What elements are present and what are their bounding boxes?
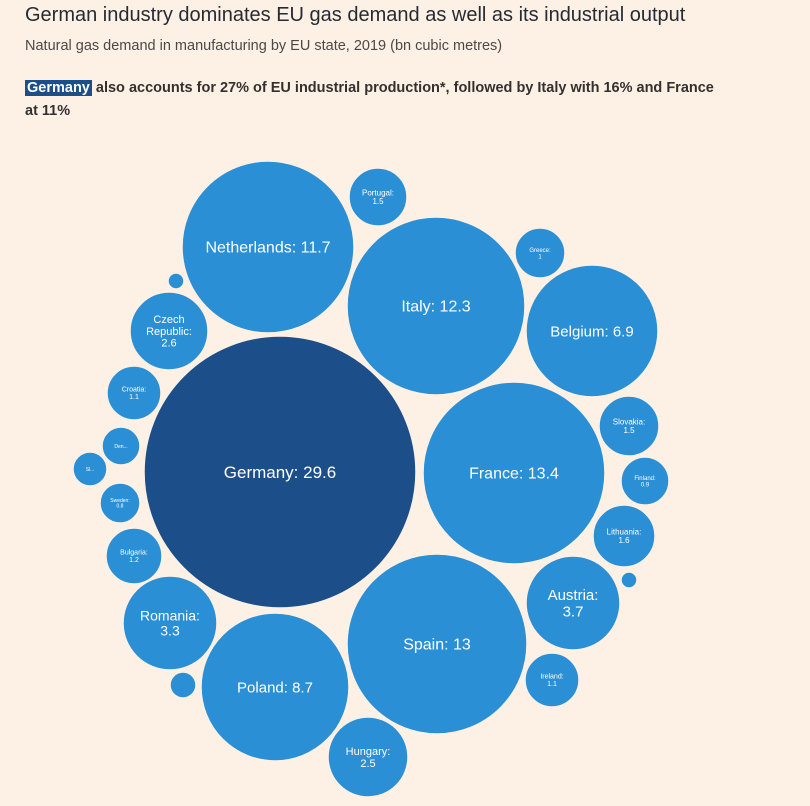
bubble-finland[interactable] [620,456,670,506]
bubble-czech-republic[interactable] [129,291,209,371]
bubble-label-lithuania: Lithuania: 1.6 [607,527,642,545]
chart-annotation: Germany also accounts for 27% of EU indu… [25,77,725,123]
chart-title: German industry dominates EU gas demand … [25,4,686,26]
bubble-label-romania: Romania: 3.3 [140,607,200,638]
bubble-france[interactable] [422,381,606,565]
bubble-unlabelled-2[interactable] [620,571,638,589]
bubble-croatia[interactable] [106,365,162,421]
bubble-label-netherlands: Netherlands: 11.7 [205,240,330,257]
bubble-sweden[interactable] [99,482,141,524]
bubble-italy[interactable] [346,216,526,396]
bubble-belgium[interactable] [525,264,659,398]
chart-subtitle: Natural gas demand in manufacturing by E… [25,38,503,54]
bubble-label-greece: Greece: 1 [529,248,551,260]
bubble-portugal[interactable] [348,167,408,227]
bubble-label-hungary: Hungary: 2.5 [346,746,391,770]
bubble-label-austria: Austria: 3.7 [548,587,599,620]
bubble-label-czech-republic: Czech Republic: 2.6 [146,314,192,350]
bubble-ireland[interactable] [524,652,580,708]
bubble-label-italy: Italy: 12.3 [401,299,470,316]
bubble-spain[interactable] [346,553,528,735]
bubble-label-sweden: Sweden: 0.8 [110,498,129,509]
bubble-label-portugal: Portugal: 1.5 [362,188,394,206]
annotation-text: also accounts for 27% of EU industrial p… [25,80,714,119]
bubble-label-denmark: Den... [114,444,127,450]
bubble-unlabelled-3[interactable] [169,671,197,699]
bubble-bulgaria[interactable] [105,527,163,585]
bubble-label-ireland: Ireland: 1.1 [540,674,563,689]
bubble-denmark[interactable] [101,426,141,466]
bubble-label-spain: Spain: 13 [403,637,471,654]
bubble-label-slovakia: Slovakia: 1.5 [613,417,645,435]
bubble-netherlands[interactable] [181,160,355,334]
bubble-label-germany: Germany: 29.6 [224,463,336,482]
bubble-label-slovenia: Sl... [86,467,95,473]
bubble-label-poland: Poland: 8.7 [237,679,313,696]
bubble-austria[interactable] [525,555,621,651]
bubble-romania[interactable] [122,575,218,671]
bubble-label-france: France: 13.4 [469,466,559,483]
bubble-label-croatia: Croatia: 1.1 [122,387,147,402]
bubble-germany[interactable] [143,335,417,609]
bubble-slovenia[interactable] [72,451,108,487]
bubble-hungary[interactable] [327,716,409,798]
bubble-label-finland: Finland: 0.9 [634,476,656,488]
bubble-label-bulgaria: Bulgaria: 1.2 [120,550,148,565]
bubble-unlabelled-1[interactable] [167,272,185,290]
highlighted-word: Germany [25,80,92,96]
bubble-lithuania[interactable] [592,504,656,568]
bubble-poland[interactable] [200,612,350,762]
bubble-label-belgium: Belgium: 6.9 [550,323,633,340]
bubble-slovakia[interactable] [598,395,660,457]
bubble-greece[interactable] [514,227,566,279]
